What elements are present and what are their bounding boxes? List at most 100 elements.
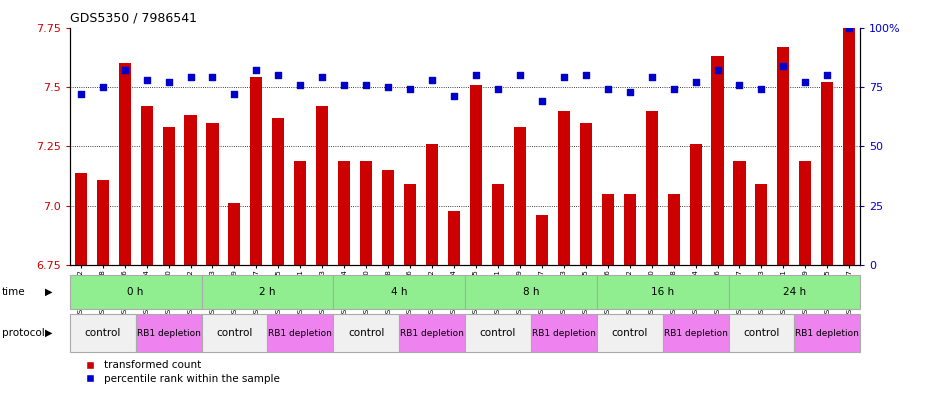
Bar — [382, 170, 394, 265]
Bar — [755, 184, 767, 265]
Point — [117, 67, 132, 73]
Text: control: control — [743, 328, 779, 338]
Bar — [492, 184, 504, 265]
Bar — [404, 184, 416, 265]
Text: 8 h: 8 h — [523, 287, 539, 297]
Point — [403, 86, 418, 92]
Bar — [70, 275, 202, 309]
Bar — [465, 314, 531, 352]
Text: 0 h: 0 h — [127, 287, 144, 297]
Point — [512, 72, 527, 78]
Bar — [74, 173, 86, 265]
Text: time: time — [2, 287, 25, 297]
Bar — [360, 161, 372, 265]
Point — [380, 84, 395, 90]
Point — [315, 74, 330, 81]
Text: control: control — [612, 328, 648, 338]
Point — [600, 86, 615, 92]
Bar — [339, 161, 351, 265]
Point — [95, 84, 110, 90]
Bar — [448, 211, 460, 265]
Bar — [136, 314, 202, 352]
Bar — [184, 116, 196, 265]
Point — [666, 86, 681, 92]
Bar — [250, 77, 262, 265]
Bar — [624, 194, 636, 265]
Text: 16 h: 16 h — [651, 287, 674, 297]
Bar — [465, 275, 597, 309]
Bar — [558, 111, 570, 265]
Point — [490, 86, 505, 92]
Point — [688, 79, 703, 85]
Point — [293, 81, 308, 88]
Text: control: control — [348, 328, 384, 338]
Text: control: control — [217, 328, 253, 338]
Point — [140, 77, 154, 83]
Point — [820, 72, 835, 78]
Bar — [333, 314, 399, 352]
Point — [271, 72, 286, 78]
Text: control: control — [85, 328, 121, 338]
Point — [798, 79, 813, 85]
Text: RB1 depletion: RB1 depletion — [269, 329, 332, 338]
Point — [73, 91, 88, 97]
Point — [535, 98, 550, 105]
Text: 24 h: 24 h — [783, 287, 806, 297]
Text: 2 h: 2 h — [259, 287, 275, 297]
Point — [732, 81, 747, 88]
Bar — [399, 314, 465, 352]
Point — [249, 67, 264, 73]
Point — [161, 79, 176, 85]
Bar — [206, 123, 219, 265]
Bar — [728, 314, 794, 352]
Bar — [272, 118, 285, 265]
Text: 4 h: 4 h — [391, 287, 407, 297]
Bar — [821, 82, 833, 265]
Bar — [728, 275, 860, 309]
Bar — [668, 194, 680, 265]
Text: RB1 depletion: RB1 depletion — [795, 329, 859, 338]
Bar — [799, 161, 811, 265]
Bar — [294, 161, 306, 265]
Point — [227, 91, 242, 97]
Point — [578, 72, 593, 78]
Bar — [597, 314, 662, 352]
Point — [469, 72, 484, 78]
Bar — [119, 63, 131, 265]
Bar — [470, 84, 482, 265]
Point — [205, 74, 219, 81]
Bar — [163, 127, 175, 265]
Bar — [597, 275, 728, 309]
Bar — [844, 28, 856, 265]
Point — [776, 62, 790, 69]
Legend: transformed count, percentile rank within the sample: transformed count, percentile rank withi… — [75, 356, 285, 388]
Text: RB1 depletion: RB1 depletion — [532, 329, 596, 338]
Text: control: control — [480, 328, 516, 338]
Point — [425, 77, 440, 83]
Text: ▶: ▶ — [45, 287, 52, 297]
Bar — [202, 314, 267, 352]
Point — [644, 74, 659, 81]
Bar — [579, 123, 591, 265]
Text: GDS5350 / 7986541: GDS5350 / 7986541 — [70, 12, 197, 25]
Bar — [229, 204, 241, 265]
Point — [711, 67, 725, 73]
Bar — [794, 314, 860, 352]
Bar — [602, 194, 614, 265]
Text: RB1 depletion: RB1 depletion — [400, 329, 464, 338]
Bar — [70, 314, 136, 352]
Text: protocol: protocol — [2, 328, 45, 338]
Bar — [267, 314, 333, 352]
Point — [183, 74, 198, 81]
Bar — [514, 127, 526, 265]
Bar — [426, 144, 438, 265]
Bar — [97, 180, 109, 265]
Point — [842, 24, 857, 31]
Bar — [531, 314, 597, 352]
Bar — [645, 111, 658, 265]
Bar — [711, 56, 724, 265]
Bar — [333, 275, 465, 309]
Point — [359, 81, 374, 88]
Text: RB1 depletion: RB1 depletion — [137, 329, 201, 338]
Point — [622, 88, 637, 95]
